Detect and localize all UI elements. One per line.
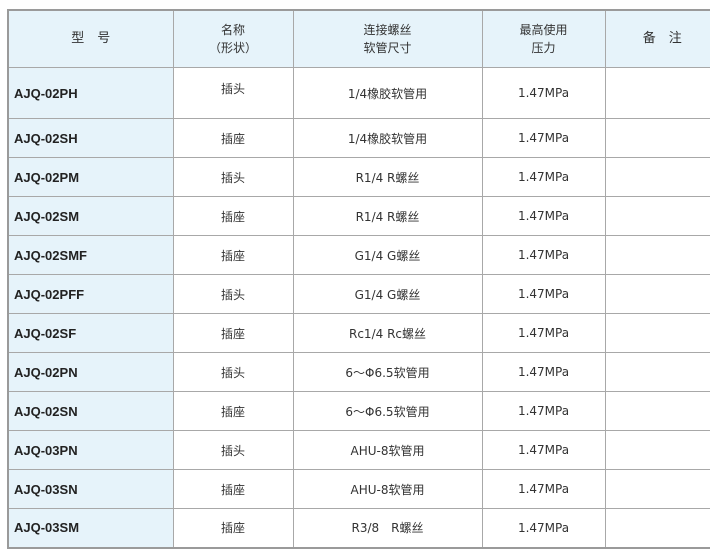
header-thread-line1: 连接螺丝 — [363, 23, 412, 37]
header-name-line2: （形状） — [208, 41, 257, 55]
cell-model: AJQ-02SF — [7, 313, 174, 353]
cell-pressure: 1.47MPa — [481, 469, 606, 509]
cell-thread: R1/4 R螺丝 — [292, 196, 483, 236]
cell-name: 插头 — [172, 352, 294, 392]
table-row: AJQ-02PFF 插头 G1/4 G螺丝 1.47MPa — [7, 274, 710, 314]
table-row: AJQ-02PM 插头 R1/4 R螺丝 1.47MPa — [7, 157, 710, 197]
cell-name: 插头 — [172, 430, 294, 470]
cell-thread: 6～Φ6.5软管用 — [292, 391, 483, 431]
specs-table: 型 号 名称 （形状） 连接螺丝 软管尺寸 最高使用 压力 备 注 AJQ-02PH 插… — [7, 9, 710, 549]
cell-name: 插头 — [172, 274, 294, 314]
cell-name: 插头 — [172, 67, 294, 119]
cell-model: AJQ-02PN — [7, 352, 174, 392]
cell-thread: AHU-8软管用 — [292, 469, 483, 509]
cell-pressure: 1.47MPa — [481, 391, 606, 431]
cell-thread: R1/4 R螺丝 — [292, 157, 483, 197]
table-row: AJQ-02SM 插座 R1/4 R螺丝 1.47MPa — [7, 196, 710, 236]
cell-pressure: 1.47MPa — [481, 67, 606, 119]
cell-pressure: 1.47MPa — [481, 118, 606, 158]
header-name-line1: 名称 — [220, 23, 245, 37]
cell-remarks — [604, 352, 710, 392]
cell-pressure: 1.47MPa — [481, 430, 606, 470]
cell-remarks — [604, 118, 710, 158]
table-row: AJQ-03SN 插座 AHU-8软管用 1.47MPa — [7, 469, 710, 509]
cell-name: 插座 — [172, 118, 294, 158]
table-row: AJQ-02SN 插座 6～Φ6.5软管用 1.47MPa — [7, 391, 710, 431]
header-row: 型 号 名称 （形状） 连接螺丝软管尺寸 最高使用压力 备 注 — [7, 9, 710, 68]
table-row: AJQ-02SF 插座 Rc1/4 Rc螺丝 1.47MPa — [7, 313, 710, 353]
cell-pressure: 1.47MPa — [481, 313, 606, 353]
cell-thread: G1/4 G螺丝 — [292, 235, 483, 275]
cell-remarks — [604, 391, 710, 431]
cell-pressure: 1.47MPa — [481, 352, 606, 392]
cell-name: 插座 — [172, 196, 294, 236]
cell-remarks — [604, 313, 710, 353]
header-pressure: 最高使用 压力 — [481, 9, 606, 68]
cell-pressure: 1.47MPa — [481, 196, 606, 236]
cell-name: 插座 — [172, 391, 294, 431]
header-thread: 连接螺丝 软管尺寸 — [292, 9, 483, 68]
table-row: AJQ-03SM 插座 R3/8 R螺丝 1.47MPa — [7, 508, 710, 548]
table-row: AJQ-02PN 插头 6～Φ6.5软管用 1.47MPa — [7, 352, 710, 392]
table-row: AJQ-03PN 插头 AHU-8软管用 1.47MPa — [7, 430, 710, 470]
header-remarks: 备 注 — [604, 9, 710, 68]
cell-pressure: 1.47MPa — [481, 235, 606, 275]
cell-thread: R3/8 R螺丝 — [292, 508, 483, 548]
cell-model: AJQ-03PN — [7, 430, 174, 470]
cell-model: AJQ-02SN — [7, 391, 174, 431]
header-pressure-line2: 压力 — [531, 41, 556, 55]
cell-model: AJQ-03SN — [7, 469, 174, 509]
header-thread-line2: 软管尺寸 — [363, 41, 412, 55]
header-pressure-line1: 最高使用 — [519, 23, 568, 37]
cell-name: 插座 — [172, 235, 294, 275]
cell-remarks — [604, 274, 710, 314]
table-row: AJQ-02SH 插座 1/4橡胶软管用 1.47MPa — [7, 118, 710, 158]
cell-thread: G1/4 G螺丝 — [292, 274, 483, 314]
cell-name: 插座 — [172, 508, 294, 548]
cell-remarks — [604, 469, 710, 509]
cell-thread: 1/4橡胶软管用 — [292, 118, 483, 158]
cell-pressure: 1.47MPa — [481, 157, 606, 197]
table-row: AJQ-02SMF 插座 G1/4 G螺丝 1.47MPa — [7, 235, 710, 275]
cell-model: AJQ-02SH — [7, 118, 174, 158]
cell-name: 插座 — [172, 469, 294, 509]
cell-pressure: 1.47MPa — [481, 508, 606, 548]
cell-thread: 6～Φ6.5软管用 — [292, 352, 483, 392]
cell-remarks — [604, 67, 710, 119]
cell-remarks — [604, 157, 710, 197]
cell-remarks — [604, 196, 710, 236]
cell-thread: AHU-8软管用 — [292, 430, 483, 470]
cell-thread: Rc1/4 Rc螺丝 — [292, 313, 483, 353]
cell-model: AJQ-02PH — [7, 67, 174, 119]
cell-model: AJQ-02SM — [7, 196, 174, 236]
header-model: 型 号 — [7, 9, 174, 68]
cell-model: AJQ-02PM — [7, 157, 174, 197]
cell-model: AJQ-03SM — [7, 508, 174, 548]
cell-model: AJQ-02PFF — [7, 274, 174, 314]
cell-pressure: 1.47MPa — [481, 274, 606, 314]
cell-name: 插头 — [172, 157, 294, 197]
cell-name: 插座 — [172, 313, 294, 353]
cell-thread: 1/4橡胶软管用 — [292, 67, 483, 119]
table-row: AJQ-02PH 插头 1/4橡胶软管用 1.47MPa — [7, 67, 710, 119]
cell-remarks — [604, 430, 710, 470]
header-name: 名称 （形状） — [172, 9, 294, 68]
cell-remarks — [604, 508, 710, 548]
cell-remarks — [604, 235, 710, 275]
cell-model: AJQ-02SMF — [7, 235, 174, 275]
